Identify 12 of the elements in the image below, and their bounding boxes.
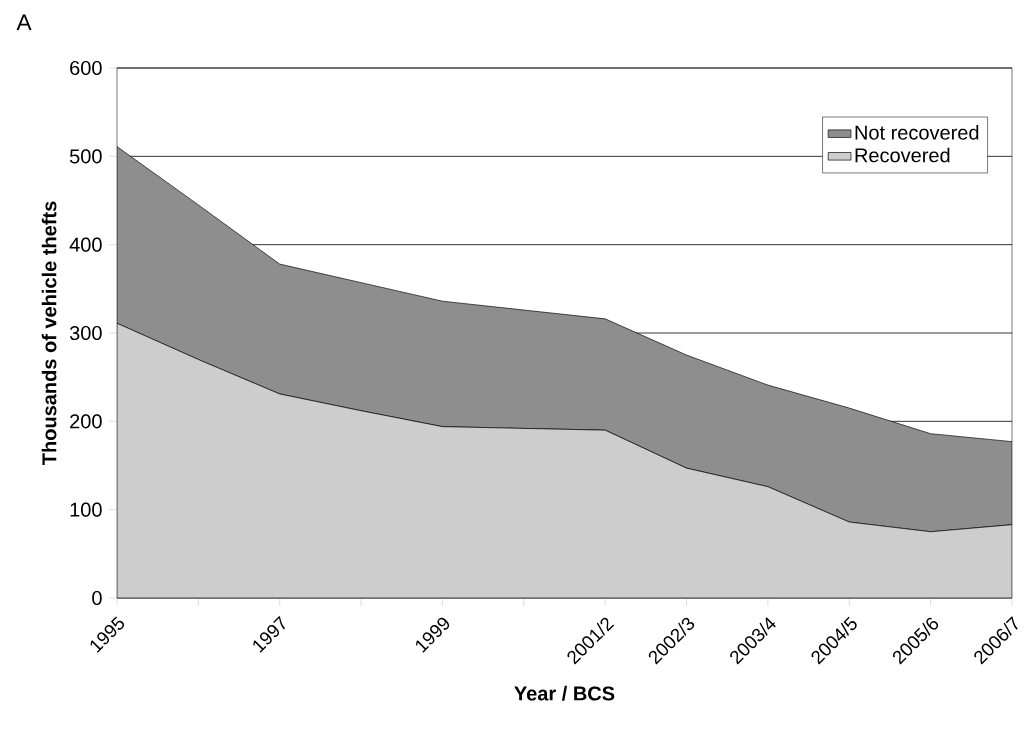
y-tick-label: 500 <box>69 149 102 164</box>
x-axis-title: Year / BCS <box>514 685 615 701</box>
y-axis-title: Thousands of vehicle thefts <box>41 201 57 466</box>
text: A <box>16 14 32 31</box>
y-tick-label: 200 <box>70 414 102 429</box>
legend-label: Recovered <box>855 147 950 163</box>
y-tick-label: 400 <box>69 237 102 252</box>
y-tick-label: 600 <box>70 60 102 76</box>
y-tick-label: 100 <box>70 502 102 517</box>
y-tick-label: 0 <box>92 590 102 606</box>
y-tick-label: 300 <box>69 325 102 341</box>
legend-label: Not recovered <box>855 125 979 140</box>
